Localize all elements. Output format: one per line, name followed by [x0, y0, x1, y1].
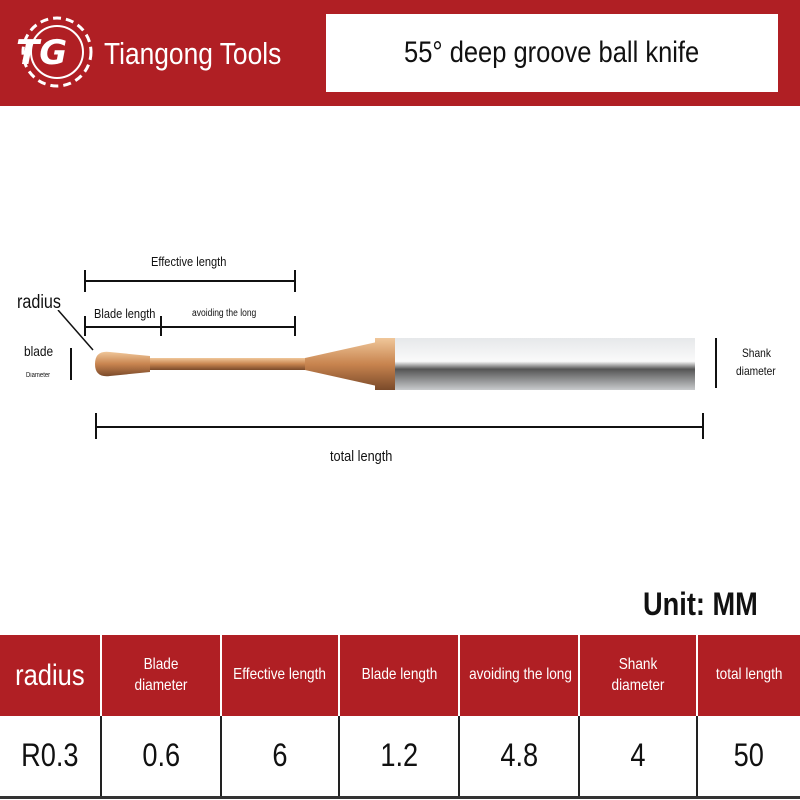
table-row: R0.3 0.6 6 1.2 4.8 4 50 — [0, 716, 800, 799]
header-cell: radius — [0, 635, 101, 716]
blade-diameter-line — [70, 348, 72, 380]
total-length-line — [96, 426, 703, 428]
tick — [84, 316, 86, 336]
value-cell: 4 — [578, 716, 697, 799]
shank-label: Shank — [742, 346, 771, 360]
spec-table: radius Blade diameter Effective length B… — [0, 635, 800, 799]
tick — [702, 413, 704, 439]
header-cell: Effective length — [220, 635, 339, 716]
header-cell: total length — [696, 635, 800, 716]
total-length-label: total length — [330, 448, 393, 465]
value-cell: R0.3 — [0, 716, 101, 799]
radius-label: radius — [17, 292, 61, 313]
ball-end-mill-illustration — [57, 310, 695, 390]
value-cell: 6 — [220, 716, 339, 799]
blade-length-line — [85, 326, 296, 328]
value-cell: 4.8 — [458, 716, 579, 799]
blade-length-label: Blade length — [94, 306, 156, 321]
value-cell: 0.6 — [100, 716, 221, 799]
shank-diameter-line — [715, 338, 717, 388]
header-cell: avoiding the long — [458, 635, 579, 716]
effective-length-label: Effective length — [151, 254, 227, 269]
tick — [294, 316, 296, 336]
tick — [160, 316, 162, 336]
value-cell: 1.2 — [338, 716, 459, 799]
gear-logo-icon: TG — [16, 16, 93, 88]
tick — [294, 270, 296, 292]
avoiding-label: avoiding the long — [192, 308, 257, 319]
diameter-small-label: Diameter — [26, 372, 51, 379]
header-banner: TG Tiangong Tools 55° deep groove ball k… — [0, 0, 800, 106]
tick — [95, 413, 97, 439]
title-box: 55° deep groove ball knife — [326, 14, 778, 92]
header-cell: Blade diameter — [100, 635, 221, 716]
svg-text:TG: TG — [16, 33, 67, 73]
brand-name: Tiangong Tools — [104, 36, 282, 71]
header-cell: Blade length — [338, 635, 459, 716]
shank-diameter-label: diameter — [736, 364, 776, 378]
effective-length-line — [85, 280, 296, 282]
unit-label: Unit: MM — [643, 586, 758, 622]
tick — [84, 270, 86, 292]
blade-label: blade — [24, 343, 54, 359]
value-cell: 50 — [696, 716, 800, 799]
header-cell: Shank diameter — [578, 635, 697, 716]
table-header-row: radius Blade diameter Effective length B… — [0, 635, 800, 716]
product-title: 55° deep groove ball knife — [404, 36, 700, 69]
